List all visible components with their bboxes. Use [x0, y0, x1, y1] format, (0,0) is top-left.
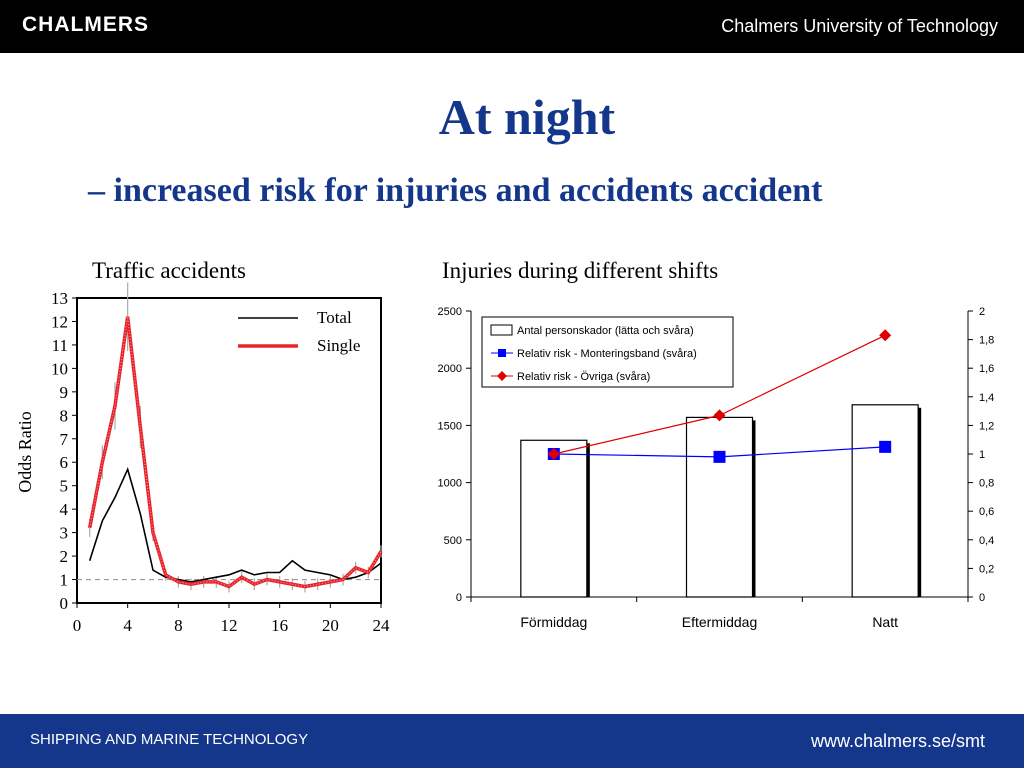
header-bar: CHALMERS Chalmers University of Technolo… — [0, 0, 1024, 53]
y2-tick-label: 2 — [979, 306, 985, 318]
x-tick-label: 24 — [373, 616, 391, 635]
department-label: SHIPPING AND MARINE TECHNOLOGY — [30, 731, 309, 748]
y-tick-label: 0 — [60, 594, 69, 613]
y2-tick-label: 1,2 — [979, 420, 994, 432]
bar — [520, 439, 588, 598]
x-tick-label: 0 — [73, 616, 82, 635]
x-tick-label: 16 — [271, 616, 288, 635]
y-tick-label: 4 — [60, 500, 69, 519]
chalmers-logo: CHALMERS — [22, 13, 149, 36]
y2-tick-label: 1,8 — [979, 335, 994, 347]
y-tick-label: 9 — [60, 383, 69, 402]
series-ovriga-point — [547, 448, 560, 460]
y2-tick-label: 1,4 — [979, 392, 994, 404]
chart2-title: Injuries during different shifts — [442, 258, 719, 283]
y-tick-label: 10 — [51, 359, 68, 378]
category-label: Förmiddag — [520, 614, 587, 630]
y2-tick-label: 0 — [979, 592, 985, 604]
category-label: Natt — [872, 614, 898, 630]
y-axis-label: Odds Ratio — [15, 411, 35, 493]
y-tick-label: 1000 — [438, 478, 462, 490]
y-tick-label: 3 — [60, 524, 69, 543]
legend-bar-label: Antal personskador (lätta och svåra) — [517, 325, 694, 337]
y-tick-label: 500 — [444, 535, 462, 547]
x-tick-label: 12 — [221, 616, 238, 635]
footer-url[interactable]: www.chalmers.se/smt — [810, 731, 985, 751]
legend-blue-marker — [498, 349, 506, 357]
university-name: Chalmers University of Technology — [721, 16, 998, 36]
legend-box — [481, 316, 734, 388]
y-tick-label: 7 — [60, 430, 69, 449]
slide-title: At night — [438, 89, 616, 145]
y2-tick-label: 0,4 — [979, 535, 994, 547]
legend-red-label: Relativ risk - Övriga (svåra) — [517, 371, 650, 383]
y2-tick-label: 0,8 — [979, 478, 994, 490]
bar — [685, 416, 754, 598]
y-tick-label: 11 — [52, 336, 68, 355]
x-tick-label: 4 — [123, 616, 132, 635]
legend-bar-swatch — [490, 324, 513, 336]
legend-red-marker — [497, 371, 507, 381]
series-monteringsband-point — [713, 450, 726, 463]
x-tick-label: 8 — [174, 616, 183, 635]
x-tick-label: 20 — [322, 616, 339, 635]
series-single-line — [87, 316, 383, 589]
slide-subtitle: – increased risk for injuries and accide… — [88, 172, 823, 209]
y-tick-label: 1500 — [438, 420, 462, 432]
y2-tick-label: 1,6 — [979, 363, 994, 375]
y-tick-label: 0 — [456, 592, 462, 604]
y-tick-label: 2000 — [438, 363, 462, 375]
series-ovriga-point — [879, 329, 892, 342]
y-tick-label: 13 — [51, 289, 68, 308]
y-tick-label: 12 — [51, 312, 68, 331]
y-tick-label: 1 — [60, 571, 69, 590]
legend-blue-label: Relativ risk - Monteringsband (svåra) — [517, 348, 697, 360]
y-tick-label: 8 — [60, 406, 69, 425]
legend-total-label: Total — [317, 308, 352, 327]
y-tick-label: 6 — [60, 453, 69, 472]
y2-tick-label: 0,2 — [979, 563, 994, 575]
series-total-line — [88, 466, 382, 583]
y-tick-label: 2500 — [438, 306, 462, 318]
y-tick-label: 2 — [60, 547, 69, 566]
chart1-title: Traffic accidents — [92, 258, 246, 283]
bar — [851, 404, 919, 598]
category-label: Eftermiddag — [682, 614, 757, 630]
y2-tick-label: 1 — [979, 449, 985, 461]
y2-tick-label: 0,6 — [979, 506, 994, 518]
legend-single-label: Single — [317, 336, 360, 355]
series-monteringsband-point — [879, 440, 892, 453]
y-tick-label: 5 — [60, 477, 69, 496]
series-ovriga-point — [713, 409, 726, 422]
footer-bar: SHIPPING AND MARINE TECHNOLOGY www.chalm… — [0, 714, 1024, 768]
